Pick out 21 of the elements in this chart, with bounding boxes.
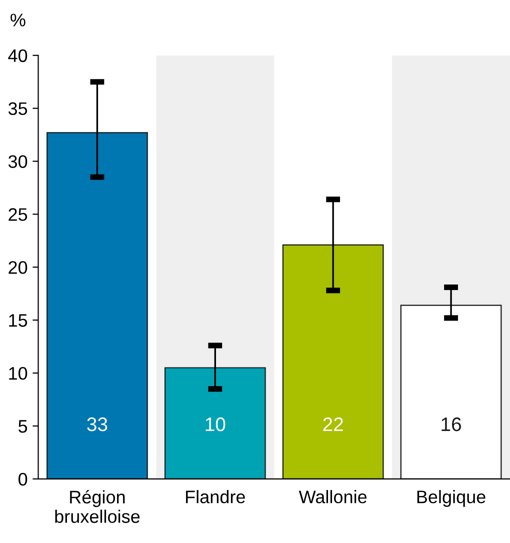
y-tick-label: 10	[9, 366, 28, 380]
bar	[46, 132, 148, 479]
data-label: 10	[206, 417, 226, 432]
y-tick-label: 0	[18, 472, 28, 486]
x-tick-label: Région bruxelloise	[55, 490, 140, 523]
x-tick-label: Wallonie	[298, 490, 367, 504]
x-tick-label: Belgique	[417, 490, 486, 507]
y-tick-label: 25	[8, 208, 28, 221]
data-label: 16	[442, 417, 461, 432]
bar	[282, 244, 384, 479]
y-axis-title: %	[10, 14, 26, 26]
x-tick-label: Flandre	[186, 490, 245, 504]
y-tick-label: 15	[9, 314, 28, 327]
data-label: 22	[323, 417, 343, 432]
y-tick-label: 40	[8, 49, 28, 62]
y-tick-label: 35	[8, 102, 28, 116]
y-tick-label: 5	[18, 420, 28, 433]
bar	[164, 367, 266, 479]
data-label: 33	[87, 417, 108, 432]
y-tick-label: 30	[8, 155, 28, 168]
y-tick-label: 20	[8, 261, 28, 274]
